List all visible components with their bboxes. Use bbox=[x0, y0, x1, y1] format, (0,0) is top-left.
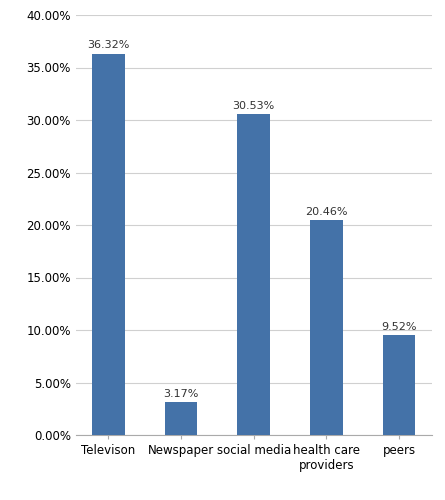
Bar bbox=[237, 114, 270, 435]
Bar bbox=[165, 402, 197, 435]
Text: 30.53%: 30.53% bbox=[233, 102, 275, 112]
Text: 3.17%: 3.17% bbox=[163, 388, 198, 398]
Text: 20.46%: 20.46% bbox=[305, 207, 348, 217]
Text: 36.32%: 36.32% bbox=[87, 40, 129, 50]
Bar bbox=[383, 335, 416, 435]
Bar bbox=[92, 54, 125, 435]
Text: 9.52%: 9.52% bbox=[381, 322, 417, 332]
Bar bbox=[310, 220, 343, 435]
